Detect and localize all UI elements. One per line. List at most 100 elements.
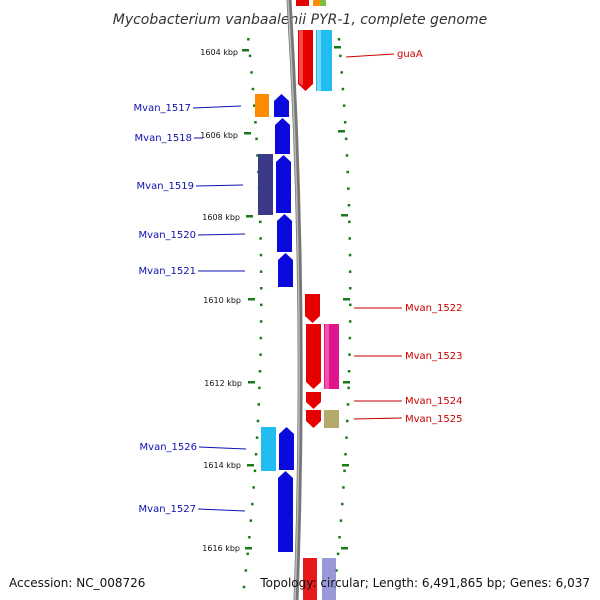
minor-tick	[348, 270, 352, 273]
major-tick	[342, 464, 349, 467]
minor-tick	[341, 87, 345, 91]
minor-tick	[348, 336, 352, 340]
gene-shape	[278, 471, 293, 552]
map-title: Mycobacterium vanbaalenii PYR-1, complet…	[113, 12, 488, 28]
gene-shape	[306, 324, 321, 389]
gene-Mvan_1525[interactable]	[306, 410, 339, 428]
minor-tick	[258, 370, 262, 373]
minor-tick	[247, 38, 250, 41]
minor-tick	[349, 303, 352, 307]
gene-block	[296, 0, 309, 6]
minor-tick	[335, 569, 338, 572]
gene-shape	[274, 94, 289, 117]
minor-tick	[341, 502, 344, 506]
gene-label-Mvan_1517[interactable]: Mvan_1517	[134, 103, 191, 114]
minor-tick	[246, 552, 249, 556]
gene-shape-navy	[258, 154, 273, 215]
major-tick	[244, 132, 251, 135]
gene-shading	[325, 324, 329, 389]
gene-block	[313, 0, 320, 6]
gene-label-Mvan_1524[interactable]: Mvan_1524	[405, 396, 462, 407]
leader-line	[353, 417, 403, 420]
major-tick	[343, 381, 350, 384]
major-tick	[341, 214, 348, 217]
major-tick	[246, 215, 253, 218]
kbp-scale: 1604 kbp 1606 kbp 1608 kbp 1610 kbp 1612…	[200, 48, 255, 553]
minor-tick	[259, 320, 263, 323]
gene-label-guaA[interactable]: guaA	[397, 49, 423, 60]
major-tick	[341, 547, 348, 550]
gene-shape	[277, 214, 292, 252]
minor-tick	[337, 38, 341, 41]
gene-Mvan_1524[interactable]	[306, 392, 321, 409]
minor-tick	[254, 453, 258, 456]
minor-tick	[256, 419, 260, 423]
kbp-label-1610: 1610 kbp	[203, 296, 241, 305]
major-tick	[242, 49, 249, 52]
major-tick	[343, 298, 350, 301]
chromosome-backbone	[286, 0, 303, 600]
gene-label-Mvan_1525[interactable]: Mvan_1525	[405, 414, 462, 425]
minor-tick	[259, 253, 263, 257]
minor-tick	[251, 502, 254, 506]
gene-label-Mvan_1519[interactable]: Mvan_1519	[137, 181, 194, 192]
gene-label-Mvan_1527[interactable]: Mvan_1527	[139, 504, 196, 515]
gene-label-Mvan_1522[interactable]: Mvan_1522	[405, 303, 462, 314]
minor-tick	[260, 287, 263, 290]
gene-Mvan_1526[interactable]	[261, 427, 294, 471]
minor-tick	[347, 370, 351, 373]
kbp-label-1612: 1612 kbp	[204, 379, 242, 388]
major-tick	[334, 46, 341, 49]
minor-tick	[253, 104, 256, 107]
minor-tick	[259, 220, 262, 224]
minor-tick	[258, 386, 261, 390]
leader-line	[197, 233, 246, 236]
gene-label-Mvan_1523[interactable]: Mvan_1523	[405, 351, 462, 362]
gene-label-Mvan_1518[interactable]: Mvan_1518	[135, 133, 192, 144]
minor-tick	[339, 519, 343, 522]
right-gene-labels: guaA Mvan_1522 Mvan_1523 Mvan_1524 Mvan_…	[345, 49, 462, 425]
leader-line	[197, 508, 246, 512]
minor-tick	[255, 436, 259, 439]
gene-Mvan_1522[interactable]	[305, 294, 320, 323]
gene-shape	[306, 410, 321, 428]
gene-label-Mvan_1521[interactable]: Mvan_1521	[139, 266, 196, 277]
gene-Mvan_1519[interactable]	[258, 154, 291, 215]
gene-bottom-partial[interactable]	[303, 558, 336, 600]
minor-tick	[242, 585, 246, 589]
kbp-scale-right	[334, 46, 350, 550]
gene-top-partial[interactable]	[296, 0, 326, 6]
gene-shape	[275, 118, 290, 154]
gene-Mvan_1520[interactable]	[277, 214, 292, 252]
gene-block	[303, 558, 317, 600]
minor-tick	[249, 519, 253, 522]
minor-tick	[348, 320, 352, 323]
minor-tick	[346, 419, 349, 423]
gene-Mvan_1527[interactable]	[278, 471, 293, 552]
kbp-label-1608: 1608 kbp	[202, 213, 240, 222]
minor-tick	[347, 187, 350, 190]
minor-tick	[348, 237, 351, 240]
gene-label-Mvan_1526[interactable]: Mvan_1526	[140, 442, 197, 453]
kbp-label-1606: 1606 kbp	[200, 131, 238, 140]
minor-tick	[253, 469, 257, 473]
major-tick	[247, 464, 254, 467]
minor-tick	[256, 154, 259, 157]
minor-tick	[347, 386, 350, 390]
gene-guaA[interactable]	[298, 30, 313, 91]
leader-line	[345, 53, 395, 58]
minor-tick	[348, 253, 352, 257]
gene-shape	[305, 294, 320, 323]
gene-Mvan_1518[interactable]	[275, 118, 290, 154]
gene-shape-cyan	[261, 427, 276, 471]
minor-tick	[346, 170, 349, 174]
gene-Mvan_1517[interactable]	[255, 94, 289, 117]
gene-Mvan_1523[interactable]	[306, 324, 339, 389]
minor-tick	[344, 453, 347, 456]
topology-text: Topology: circular; Length: 6,491,865 bp…	[259, 576, 590, 590]
gene-Mvan_1521[interactable]	[278, 253, 293, 287]
gene-label-Mvan_1520[interactable]: Mvan_1520	[139, 230, 196, 241]
gene-cyan-right[interactable]	[316, 30, 332, 91]
minor-tick	[250, 71, 253, 74]
gene-shape	[278, 253, 293, 287]
